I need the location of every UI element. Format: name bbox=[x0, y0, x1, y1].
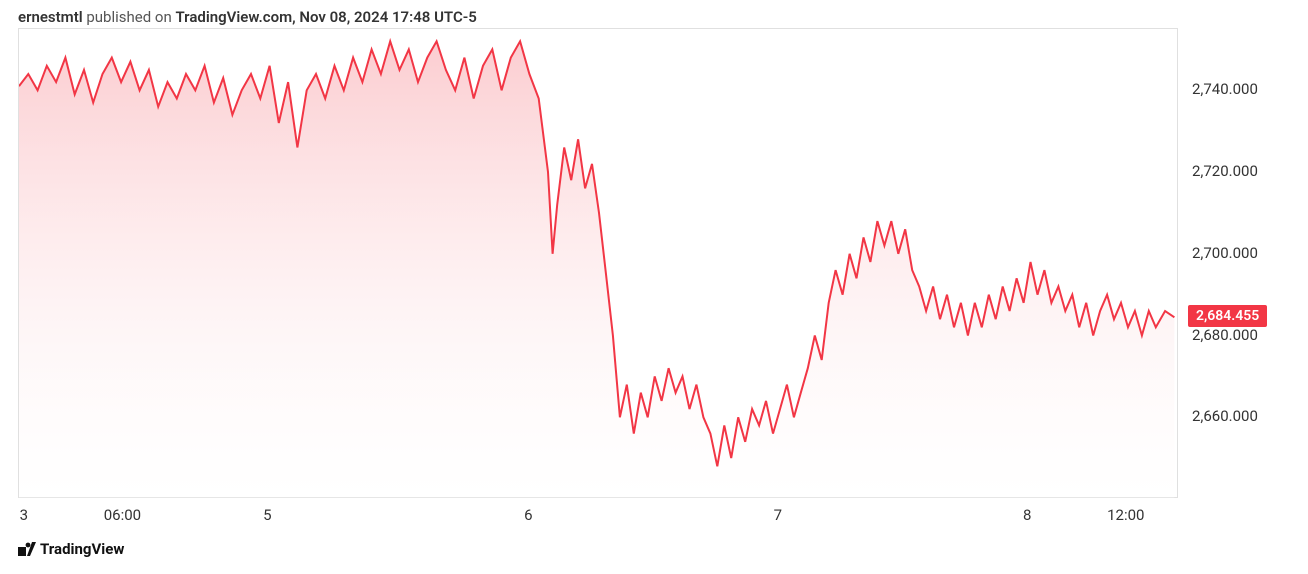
y-tick-label: 2,660.000 bbox=[1192, 407, 1258, 425]
x-tick-label: 6 bbox=[524, 506, 532, 524]
tradingview-logo-icon bbox=[18, 542, 36, 556]
site-time: TradingView.com, Nov 08, 2024 17:48 UTC-… bbox=[175, 8, 476, 26]
x-tick-label: 06:00 bbox=[104, 506, 141, 524]
brand-text: TradingView bbox=[40, 540, 124, 558]
y-tick-label: 2,680.000 bbox=[1192, 326, 1258, 344]
y-tick-label: 2,720.000 bbox=[1192, 162, 1258, 180]
y-tick-label: 2,740.000 bbox=[1192, 80, 1258, 98]
x-tick-label: 3 bbox=[20, 506, 28, 524]
published-on: published on bbox=[83, 8, 176, 26]
y-axis: 2,740.000 2,720.000 2,700.000 2,680.000 2,66… bbox=[1180, 28, 1300, 498]
price-chart[interactable] bbox=[18, 28, 1178, 498]
x-tick-label: 5 bbox=[263, 506, 271, 524]
y-tick-label: 2,700.000 bbox=[1192, 244, 1258, 262]
current-price-badge: 2,684.455 bbox=[1188, 305, 1267, 327]
author-name: ernestmtl bbox=[18, 8, 83, 26]
chart-header: ernestmtl published on TradingView.com, … bbox=[18, 8, 477, 26]
x-tick-label: 12:00 bbox=[1107, 506, 1144, 524]
footer-brand: TradingView bbox=[18, 540, 124, 558]
x-axis: 3 06:00 5 6 7 8 12:00 bbox=[18, 498, 1178, 528]
x-tick-label: 7 bbox=[774, 506, 782, 524]
x-tick-label: 8 bbox=[1023, 506, 1031, 524]
